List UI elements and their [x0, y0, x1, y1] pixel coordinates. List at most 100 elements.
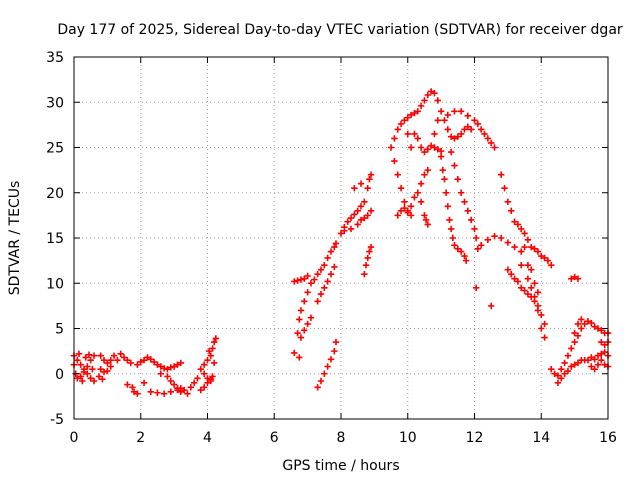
data-point — [511, 243, 518, 251]
data-point — [407, 111, 415, 119]
data-point — [321, 284, 328, 291]
data-point — [451, 108, 458, 115]
data-point — [357, 203, 365, 210]
data-point — [210, 359, 218, 367]
data-point — [301, 275, 308, 282]
data-point — [538, 325, 545, 332]
data-point — [434, 97, 441, 104]
data-point — [347, 214, 355, 222]
y-tick-label: -5 — [50, 412, 64, 428]
data-point — [107, 356, 114, 364]
data-point — [97, 366, 104, 373]
data-point — [481, 130, 488, 138]
data-point — [501, 185, 508, 192]
data-point — [514, 278, 522, 285]
data-point — [591, 356, 598, 363]
x-tick-label: 6 — [270, 430, 279, 446]
data-point — [307, 280, 315, 287]
data-point — [407, 144, 415, 151]
data-point — [424, 146, 431, 153]
data-point — [524, 275, 532, 282]
data-point — [397, 185, 405, 192]
data-point — [451, 162, 458, 169]
data-point — [297, 307, 305, 314]
data-point — [154, 389, 161, 396]
x-tick-label: 4 — [203, 430, 212, 446]
data-point — [518, 261, 525, 269]
data-point — [184, 390, 191, 397]
data-point — [187, 384, 195, 391]
data-point — [544, 257, 552, 264]
data-point — [504, 266, 512, 273]
data-point — [75, 350, 83, 358]
data-point — [367, 171, 375, 178]
data-point — [207, 352, 215, 359]
data-point — [397, 207, 405, 215]
x-tick-label: 2 — [136, 430, 145, 446]
data-point — [361, 214, 368, 222]
data-point — [90, 377, 98, 385]
x-tick-label: 8 — [337, 430, 346, 446]
data-point — [344, 218, 351, 225]
data-point — [511, 218, 518, 225]
data-point — [357, 180, 365, 187]
data-point — [200, 370, 208, 377]
data-point — [524, 236, 532, 244]
series-late-tail — [548, 273, 612, 386]
data-point — [491, 144, 498, 151]
data-point — [594, 352, 602, 359]
data-point — [401, 117, 408, 124]
data-point — [528, 284, 535, 291]
data-point — [134, 361, 141, 368]
data-point — [584, 318, 592, 325]
data-point — [464, 207, 472, 215]
data-point — [321, 261, 328, 269]
data-point — [77, 361, 84, 368]
data-point — [588, 319, 595, 327]
data-point — [314, 298, 321, 305]
y-tick-label: 15 — [46, 231, 64, 247]
data-point — [417, 198, 425, 205]
data-point — [454, 175, 462, 183]
data-point — [541, 320, 548, 328]
data-point — [180, 386, 188, 394]
data-point — [451, 242, 458, 249]
data-point — [601, 348, 608, 356]
data-point — [317, 377, 325, 385]
chart-title: Day 177 of 2025, Sidereal Day-to-day VTE… — [57, 22, 623, 38]
data-point — [454, 133, 462, 140]
data-point — [120, 354, 128, 361]
data-point — [558, 366, 565, 373]
data-point — [477, 126, 485, 133]
data-point — [598, 356, 605, 364]
data-point — [321, 370, 328, 377]
data-point — [457, 189, 465, 196]
data-point — [461, 198, 468, 205]
data-point — [404, 114, 411, 121]
data-point — [444, 126, 451, 133]
data-point — [447, 148, 455, 156]
data-point — [504, 198, 512, 205]
data-point — [347, 225, 355, 233]
data-point — [394, 171, 401, 178]
y-tick-label: 30 — [46, 95, 64, 111]
data-point — [90, 352, 98, 359]
data-point — [157, 363, 164, 370]
data-point — [117, 350, 124, 358]
data-point — [411, 130, 418, 138]
data-point — [167, 377, 174, 385]
data-point — [157, 370, 164, 377]
data-point — [197, 366, 205, 373]
data-point — [441, 175, 448, 183]
data-point — [311, 276, 318, 283]
data-point — [437, 153, 445, 160]
data-point — [167, 364, 174, 371]
data-point — [84, 363, 91, 370]
data-point — [484, 236, 492, 244]
data-point — [454, 245, 462, 253]
data-point — [160, 365, 168, 372]
data-point — [521, 230, 528, 237]
series-early-cluster-c — [134, 354, 201, 397]
data-point — [461, 252, 468, 260]
data-point — [394, 212, 401, 219]
